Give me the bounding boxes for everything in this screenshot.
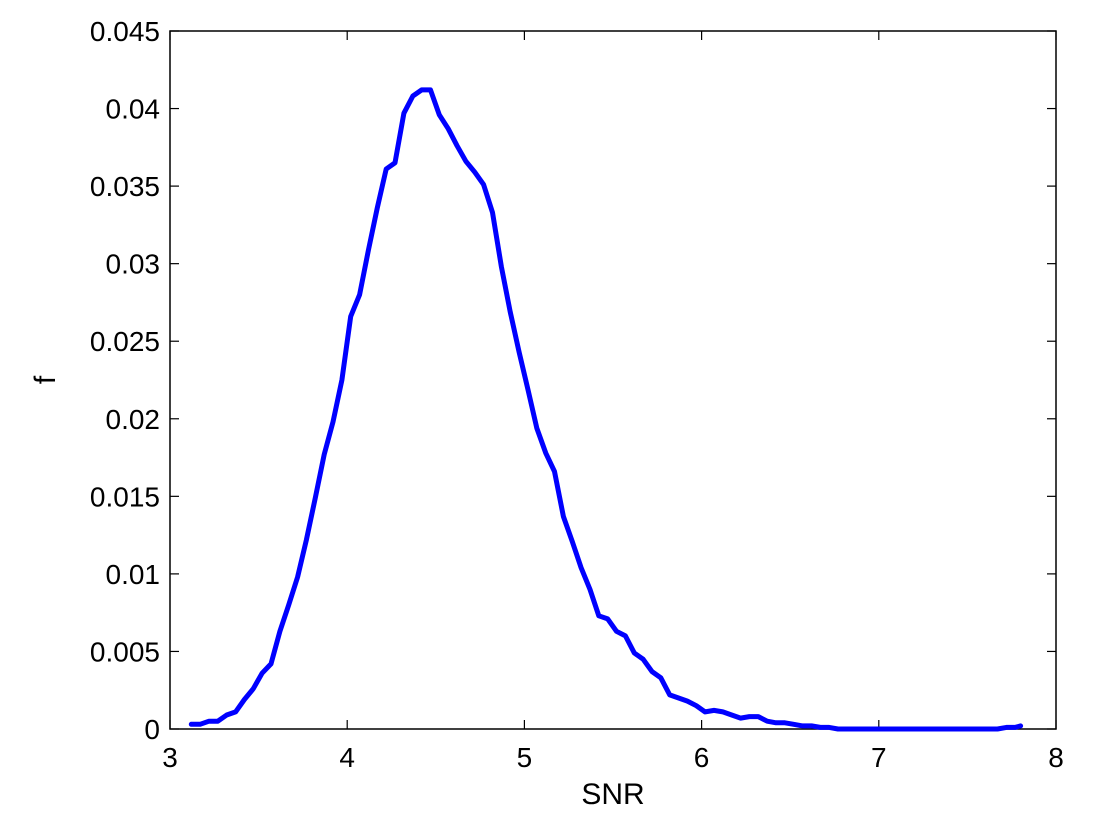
x-axis-label: SNR	[581, 778, 644, 811]
y-tick-label: 0.04	[106, 94, 161, 125]
axes-frame	[169, 30, 1057, 730]
y-tick-label: 0	[144, 714, 160, 745]
series-line	[188, 87, 1024, 732]
plot-area	[169, 30, 1057, 732]
x-axis-tick-labels: 3 4 5 6 7 8	[162, 742, 1064, 773]
x-tick-label: 7	[871, 742, 887, 773]
y-tick-label: 0.02	[106, 404, 161, 435]
y-tick-label: 0.015	[90, 481, 160, 512]
x-tick-label: 8	[1048, 742, 1064, 773]
y-axis-tick-labels: 0 0.005 0.01 0.015 0.02 0.025 0.03 0.035 0.04 0.0…	[90, 16, 160, 745]
y-tick-label: 0.045	[90, 16, 160, 47]
x-tick-label: 5	[517, 742, 533, 773]
x-tick-label: 4	[339, 742, 355, 773]
y-tick-label: 0.035	[90, 171, 160, 202]
axis-ticks	[169, 30, 1057, 730]
y-tick-label: 0.03	[106, 249, 161, 280]
y-tick-label: 0.01	[106, 559, 161, 590]
y-tick-label: 0.025	[90, 326, 160, 357]
x-tick-label: 6	[694, 742, 710, 773]
x-tick-label: 3	[162, 742, 178, 773]
y-axis-label: f	[29, 375, 62, 384]
y-tick-label: 0.005	[90, 636, 160, 667]
